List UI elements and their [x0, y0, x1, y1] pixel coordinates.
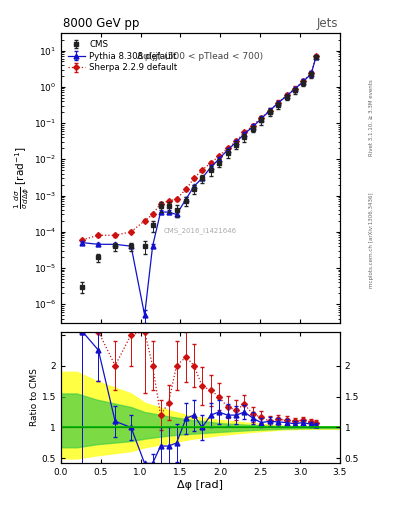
Text: CMS_2016_I1421646: CMS_2016_I1421646: [164, 227, 237, 234]
Text: mcplots.cern.ch [arXiv:1306.3436]: mcplots.cern.ch [arXiv:1306.3436]: [369, 193, 374, 288]
Y-axis label: $\frac{1}{\sigma}\frac{d\sigma}{d\Delta\phi}$ [rad$^{-1}$]: $\frac{1}{\sigma}\frac{d\sigma}{d\Delta\…: [13, 147, 32, 209]
X-axis label: Δφ [rad]: Δφ [rad]: [177, 480, 224, 490]
Text: Rivet 3.1.10, ≥ 3.3M events: Rivet 3.1.10, ≥ 3.3M events: [369, 79, 374, 156]
Y-axis label: Ratio to CMS: Ratio to CMS: [30, 369, 39, 426]
Text: Jets: Jets: [316, 16, 338, 30]
Text: 8000 GeV pp: 8000 GeV pp: [63, 16, 139, 30]
Text: Δφ(jj) (500 < pTlead < 700): Δφ(jj) (500 < pTlead < 700): [138, 52, 263, 61]
Legend: CMS, Pythia 8.308 default, Sherpa 2.2.9 default: CMS, Pythia 8.308 default, Sherpa 2.2.9 …: [65, 37, 180, 75]
